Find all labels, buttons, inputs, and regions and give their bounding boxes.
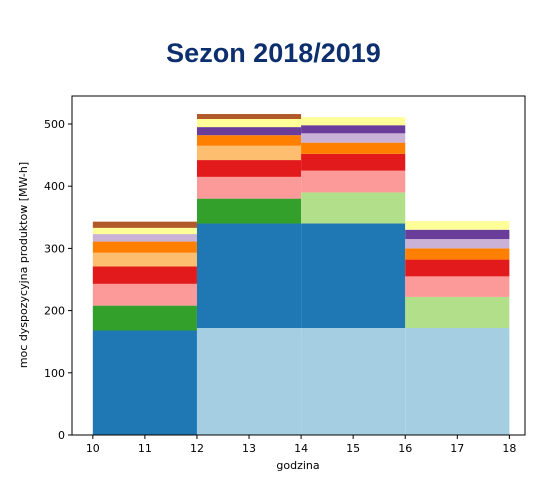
bar-2-segment-1 (301, 223, 406, 329)
bar-3-segment-5 (405, 239, 510, 249)
y-tick-label: 300 (44, 242, 65, 255)
bar-3-segment-6 (405, 229, 510, 240)
bar-2-segment-6 (301, 133, 406, 143)
bar-2-segment-3 (301, 170, 406, 193)
bar-3-segment-4 (405, 248, 510, 260)
bar-2-segment-2 (301, 192, 406, 224)
bar-0-segment-7 (92, 227, 197, 235)
bar-2-segment-5 (301, 142, 406, 154)
bar-0-segment-3 (92, 266, 197, 284)
bar-1-segment-9 (196, 114, 302, 120)
y-tick-label: 500 (44, 118, 65, 131)
x-tick-label: 15 (346, 442, 360, 455)
plot-frame (71, 95, 526, 436)
bar-2-segment-0 (301, 328, 406, 435)
bar-0-segment-6 (92, 234, 197, 242)
bar-2-segment-8 (301, 117, 406, 126)
bar-1-segment-8 (196, 119, 302, 128)
bar-3-segment-7 (405, 221, 510, 230)
bars-layer (92, 114, 510, 435)
y-axis: 0 100 200 300 400 500 (44, 118, 72, 442)
bar-1-segment-7 (196, 127, 302, 136)
x-tick-label: 10 (86, 442, 100, 455)
bar-3-segment-2 (405, 276, 510, 297)
bar-0-segment-8 (92, 221, 197, 228)
bar-2-segment-7 (301, 125, 406, 134)
y-tick-label: 200 (44, 305, 65, 318)
bar-3-segment-0 (405, 328, 510, 435)
x-tick-label: 13 (242, 442, 256, 455)
bar-2-segment-4 (301, 153, 406, 171)
bar-0-segment-2 (92, 283, 197, 306)
bar-1-segment-4 (196, 160, 302, 177)
y-tick-label: 0 (58, 429, 65, 442)
page-title: Sezon 2018/2019 (166, 38, 381, 68)
bar-0-segment-4 (92, 252, 197, 267)
x-tick-label: 16 (398, 442, 412, 455)
bar-1-segment-0 (196, 328, 302, 435)
bar-1-segment-3 (196, 176, 302, 199)
bar-1-segment-2 (196, 198, 302, 224)
bar-0-segment-1 (92, 305, 197, 331)
bar-3-segment-1 (405, 296, 510, 329)
x-axis: 10 11 12 13 14 15 16 17 18 (86, 435, 516, 455)
bar-0-segment-0 (92, 330, 197, 435)
y-axis-label: moc dyspozycyjna produktow [MW-h] (17, 162, 30, 368)
bar-0-segment-5 (92, 241, 197, 253)
bar-1-segment-1 (196, 223, 302, 329)
y-tick-label: 400 (44, 180, 65, 193)
x-tick-label: 12 (190, 442, 204, 455)
x-tick-label: 11 (138, 442, 152, 455)
x-tick-label: 14 (294, 442, 308, 455)
bar-1-segment-5 (196, 145, 302, 161)
x-tick-label: 17 (450, 442, 464, 455)
bar-3-segment-3 (405, 259, 510, 277)
y-tick-label: 100 (44, 367, 65, 380)
x-tick-label: 18 (502, 442, 516, 455)
bar-1-segment-6 (196, 135, 302, 146)
x-axis-label: godzina (276, 459, 319, 472)
